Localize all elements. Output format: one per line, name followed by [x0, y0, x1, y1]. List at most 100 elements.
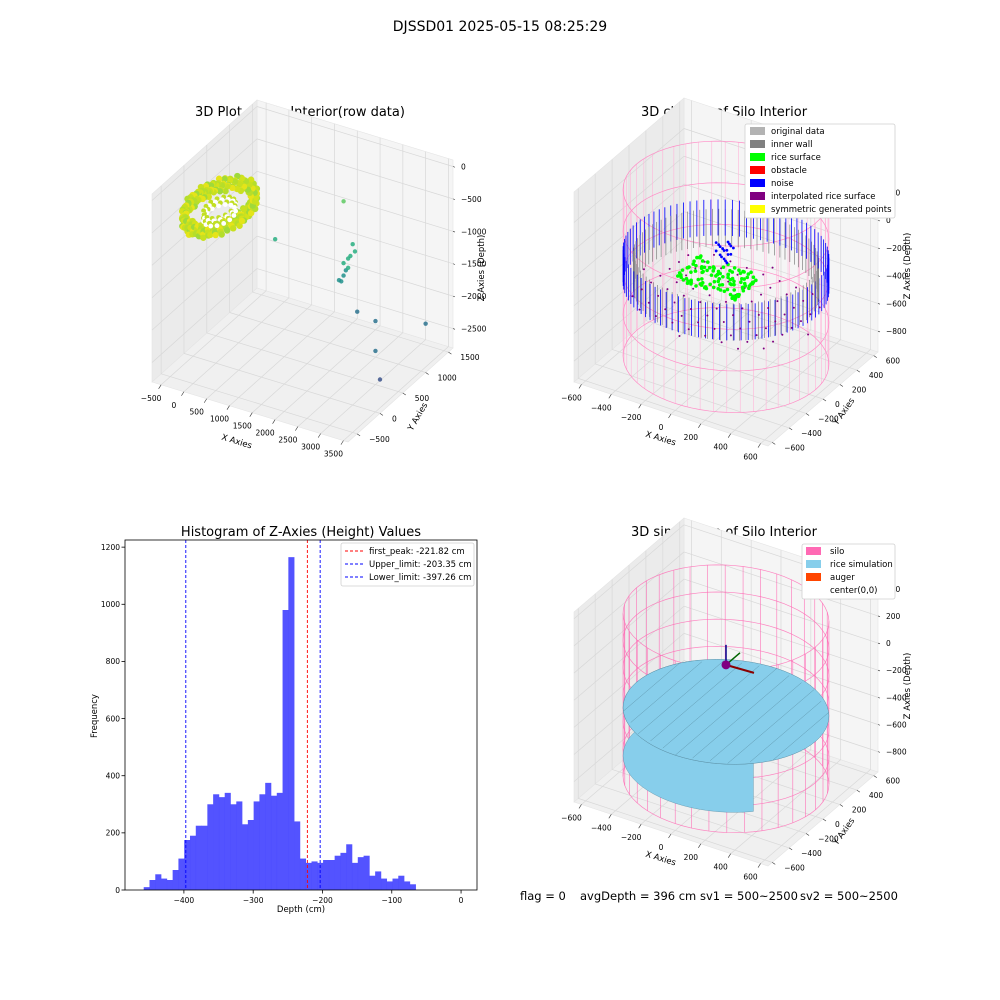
panel4-rice-mesh-9 [750, 701, 822, 763]
panel1-tick-label-z-5: −2500 [461, 325, 487, 334]
panel1-grid-z-1-1 [256, 138, 454, 200]
panel1-tick-label-y-1: 0 [392, 414, 397, 423]
panel2-noise-point [714, 249, 718, 253]
panel4-legend-label-2: auger [830, 573, 855, 583]
histogram-bar-36 [351, 862, 359, 890]
panel2-rice-point [700, 270, 704, 275]
panel2-tick-z-3 [877, 275, 881, 277]
panel2-zlabel: Z Axies (Depth) [903, 233, 913, 300]
panel4-tick-x-0 [578, 804, 582, 809]
histogram-bar-13 [218, 797, 226, 890]
panel1-tick-y-3 [425, 372, 429, 375]
panel2-tick-z-1 [877, 219, 881, 222]
avg-depth-text: avgDepth = 396 cm [580, 889, 696, 903]
panel2-noise-point [721, 247, 725, 250]
panel1-scatter-point-9 [339, 279, 344, 284]
panel2-legend-swatch-0 [750, 127, 765, 135]
panel1-cluster-point [222, 187, 229, 195]
panel1-scatter-point-12 [355, 309, 360, 314]
panel2-noise-point [720, 255, 723, 259]
panel4-legend-frame [801, 543, 896, 600]
panel2-rice-point [684, 276, 689, 281]
panel2-noise-point [717, 243, 721, 247]
panel2-legend-label-1: inner wall [771, 140, 812, 150]
panel1-grid-y-1-0 [183, 353, 381, 414]
panel2-legend-frame [744, 123, 896, 219]
panel1-tick-label-z-1: −500 [461, 195, 482, 204]
panel2-rice-point [711, 265, 716, 269]
panel4-tick-y-1 [788, 847, 793, 851]
panel1-cluster-point [218, 231, 225, 238]
panel2-interp-point [799, 320, 802, 323]
panel2-rice-point [705, 260, 710, 264]
panel3-xtick-label-2: −200 [312, 896, 333, 905]
panel2-rice-point [722, 289, 727, 294]
panel1-scatter-point-2 [348, 253, 353, 259]
panel2-interp-point [664, 308, 667, 311]
panel4-tick-x-4 [698, 843, 702, 849]
histogram-bar-18 [247, 820, 254, 890]
panel-simulation: 3D simulation of Silo Interior−600−400−2… [561, 517, 913, 882]
panel2-interp-point [657, 294, 660, 297]
histogram-bar-35 [346, 844, 353, 890]
panel2-interp-point [675, 281, 678, 284]
panel2-noise-point [726, 240, 730, 244]
panel1-inner-point [216, 203, 222, 209]
histogram-bar-34 [340, 852, 347, 890]
panel1-grid-x-6-0 [297, 332, 404, 427]
panel4-tick-label-z-6: −800 [886, 748, 907, 757]
histogram-bar-12 [213, 794, 220, 890]
panel2-rice-point [677, 271, 682, 275]
panel4-tick-y-4 [839, 804, 844, 807]
histogram-bar-20 [259, 794, 266, 890]
panel1-cluster-point [200, 234, 207, 241]
panel2-interp-point [685, 274, 688, 277]
panel4-grid-y-1-0 [595, 783, 790, 849]
sv2-text: sv2 = 500~2500 [800, 889, 898, 903]
panel1-tick-label-y-4: 1500 [460, 353, 479, 362]
panel2-tick-label-x-4: 200 [684, 433, 699, 442]
panel2-interp-point [745, 266, 748, 269]
panel3-xlabel: Depth (cm) [277, 905, 325, 915]
panel1-grid-x-7-0 [320, 339, 426, 434]
panel2-grid-z-3-1 [683, 211, 879, 277]
histogram-bar-14 [224, 792, 231, 890]
panel2-rice-point [739, 280, 743, 285]
panel2-rice-point [698, 255, 702, 260]
panel2-interp-point [689, 307, 692, 310]
panel2-tick-label-z-5: −800 [886, 327, 907, 336]
panel2-rice-point [728, 277, 733, 282]
panel2-rice-point [726, 272, 731, 277]
panel1-grid-y-0-0 [161, 373, 358, 435]
panel2-noise-point [725, 261, 729, 265]
panel4-rice-mesh-8 [727, 689, 815, 764]
panel2-rice-point [738, 271, 743, 276]
panel2-interp-point [677, 261, 680, 264]
panel1-grid-x-4-0 [252, 318, 358, 413]
histogram-bar-26 [294, 821, 301, 890]
panel2-rice-point [714, 274, 718, 278]
panel2-interp-point [778, 279, 781, 282]
panel1-cluster-point [230, 225, 237, 232]
panel2-interp-point [771, 266, 774, 269]
panel2-tick-z-5 [877, 330, 881, 333]
panel4-legend-label-3: center(0,0) [830, 586, 878, 596]
panel4-tick-y-2 [805, 833, 810, 836]
panel2-interp-point [697, 321, 700, 324]
panel2-noise-point [731, 246, 735, 250]
panel2-rice-point [725, 287, 730, 292]
panel2-legend-swatch-4 [750, 179, 765, 187]
panel2-interp-point [781, 333, 784, 336]
panel1-tick-x-1 [181, 391, 185, 396]
panel4-tick-y-6 [873, 775, 877, 778]
panel1-tick-x-5 [272, 419, 276, 424]
panel4-legend-label-0: silo [830, 547, 844, 557]
panel2-rice-point [742, 270, 746, 274]
panel4-zlabel: Z Axies (Depth) [903, 653, 913, 720]
panel1-scatter-point-15 [377, 377, 383, 382]
panel2-interp-point [760, 293, 763, 296]
panel2-rice-point [732, 279, 736, 284]
panel1-tick-z-5 [452, 328, 456, 330]
panel1-inner-point [222, 202, 228, 207]
panel4-xlabel: X Axies [644, 850, 677, 869]
